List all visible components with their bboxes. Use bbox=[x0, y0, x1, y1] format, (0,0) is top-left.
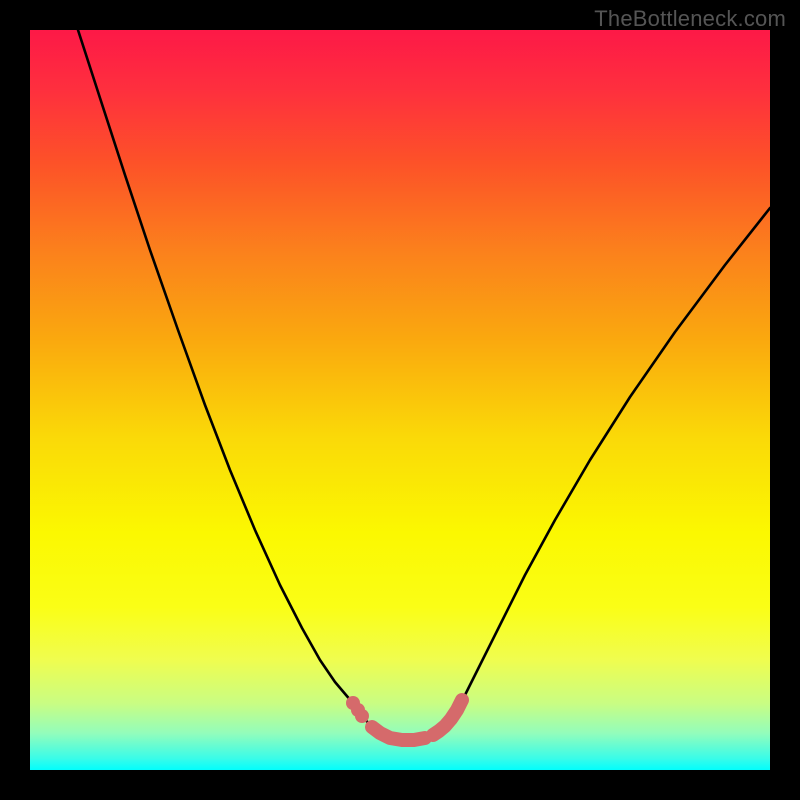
chart-svg bbox=[30, 30, 770, 770]
watermark-text: TheBottleneck.com bbox=[594, 6, 786, 32]
marker-dot bbox=[355, 709, 369, 723]
chart-background bbox=[30, 30, 770, 770]
chart-plot-area bbox=[30, 30, 770, 770]
